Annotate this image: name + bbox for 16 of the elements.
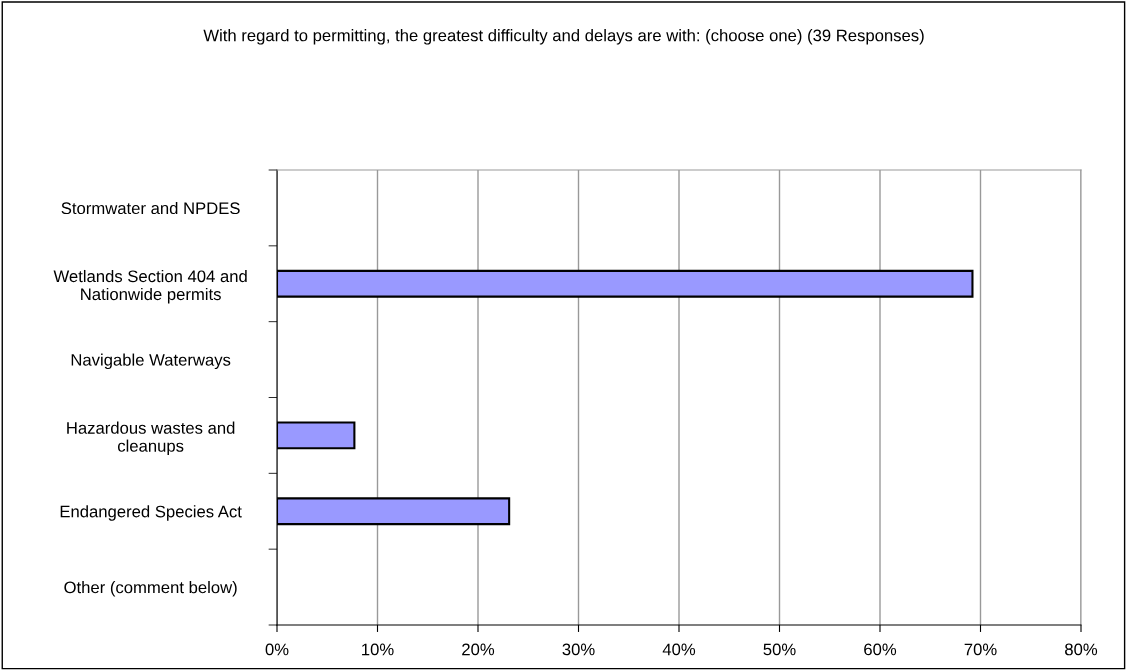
- chart-title: With regard to permitting, the greatest difficulty and delays are with: (choose one) (39 Responses): [203, 29, 924, 45]
- x-tick-label: 40%: [662, 643, 696, 656]
- x-tick-label: 80%: [1065, 643, 1098, 656]
- x-tick-label: 10%: [362, 643, 394, 656]
- x-tick-label: 50%: [763, 643, 796, 656]
- y-tick-label: Stormwater and NPDES: [61, 201, 240, 215]
- x-tick-label: 60%: [864, 643, 897, 656]
- y-tick-label: Navigable Waterways: [71, 353, 231, 370]
- x-tick-label: 70%: [964, 643, 997, 656]
- y-tick-label: Other (comment below): [64, 581, 237, 597]
- x-tick-label: 30%: [562, 643, 595, 656]
- x-tick-label: 20%: [462, 643, 495, 656]
- y-tick-label: Wetlands Section 404 and Nationwide permits: [53, 269, 247, 304]
- x-tick-label: 0%: [265, 643, 289, 656]
- y-tick-label: Endangered Species Act: [60, 505, 242, 521]
- y-tick-label: Hazardous wastes and cleanups: [67, 421, 235, 456]
